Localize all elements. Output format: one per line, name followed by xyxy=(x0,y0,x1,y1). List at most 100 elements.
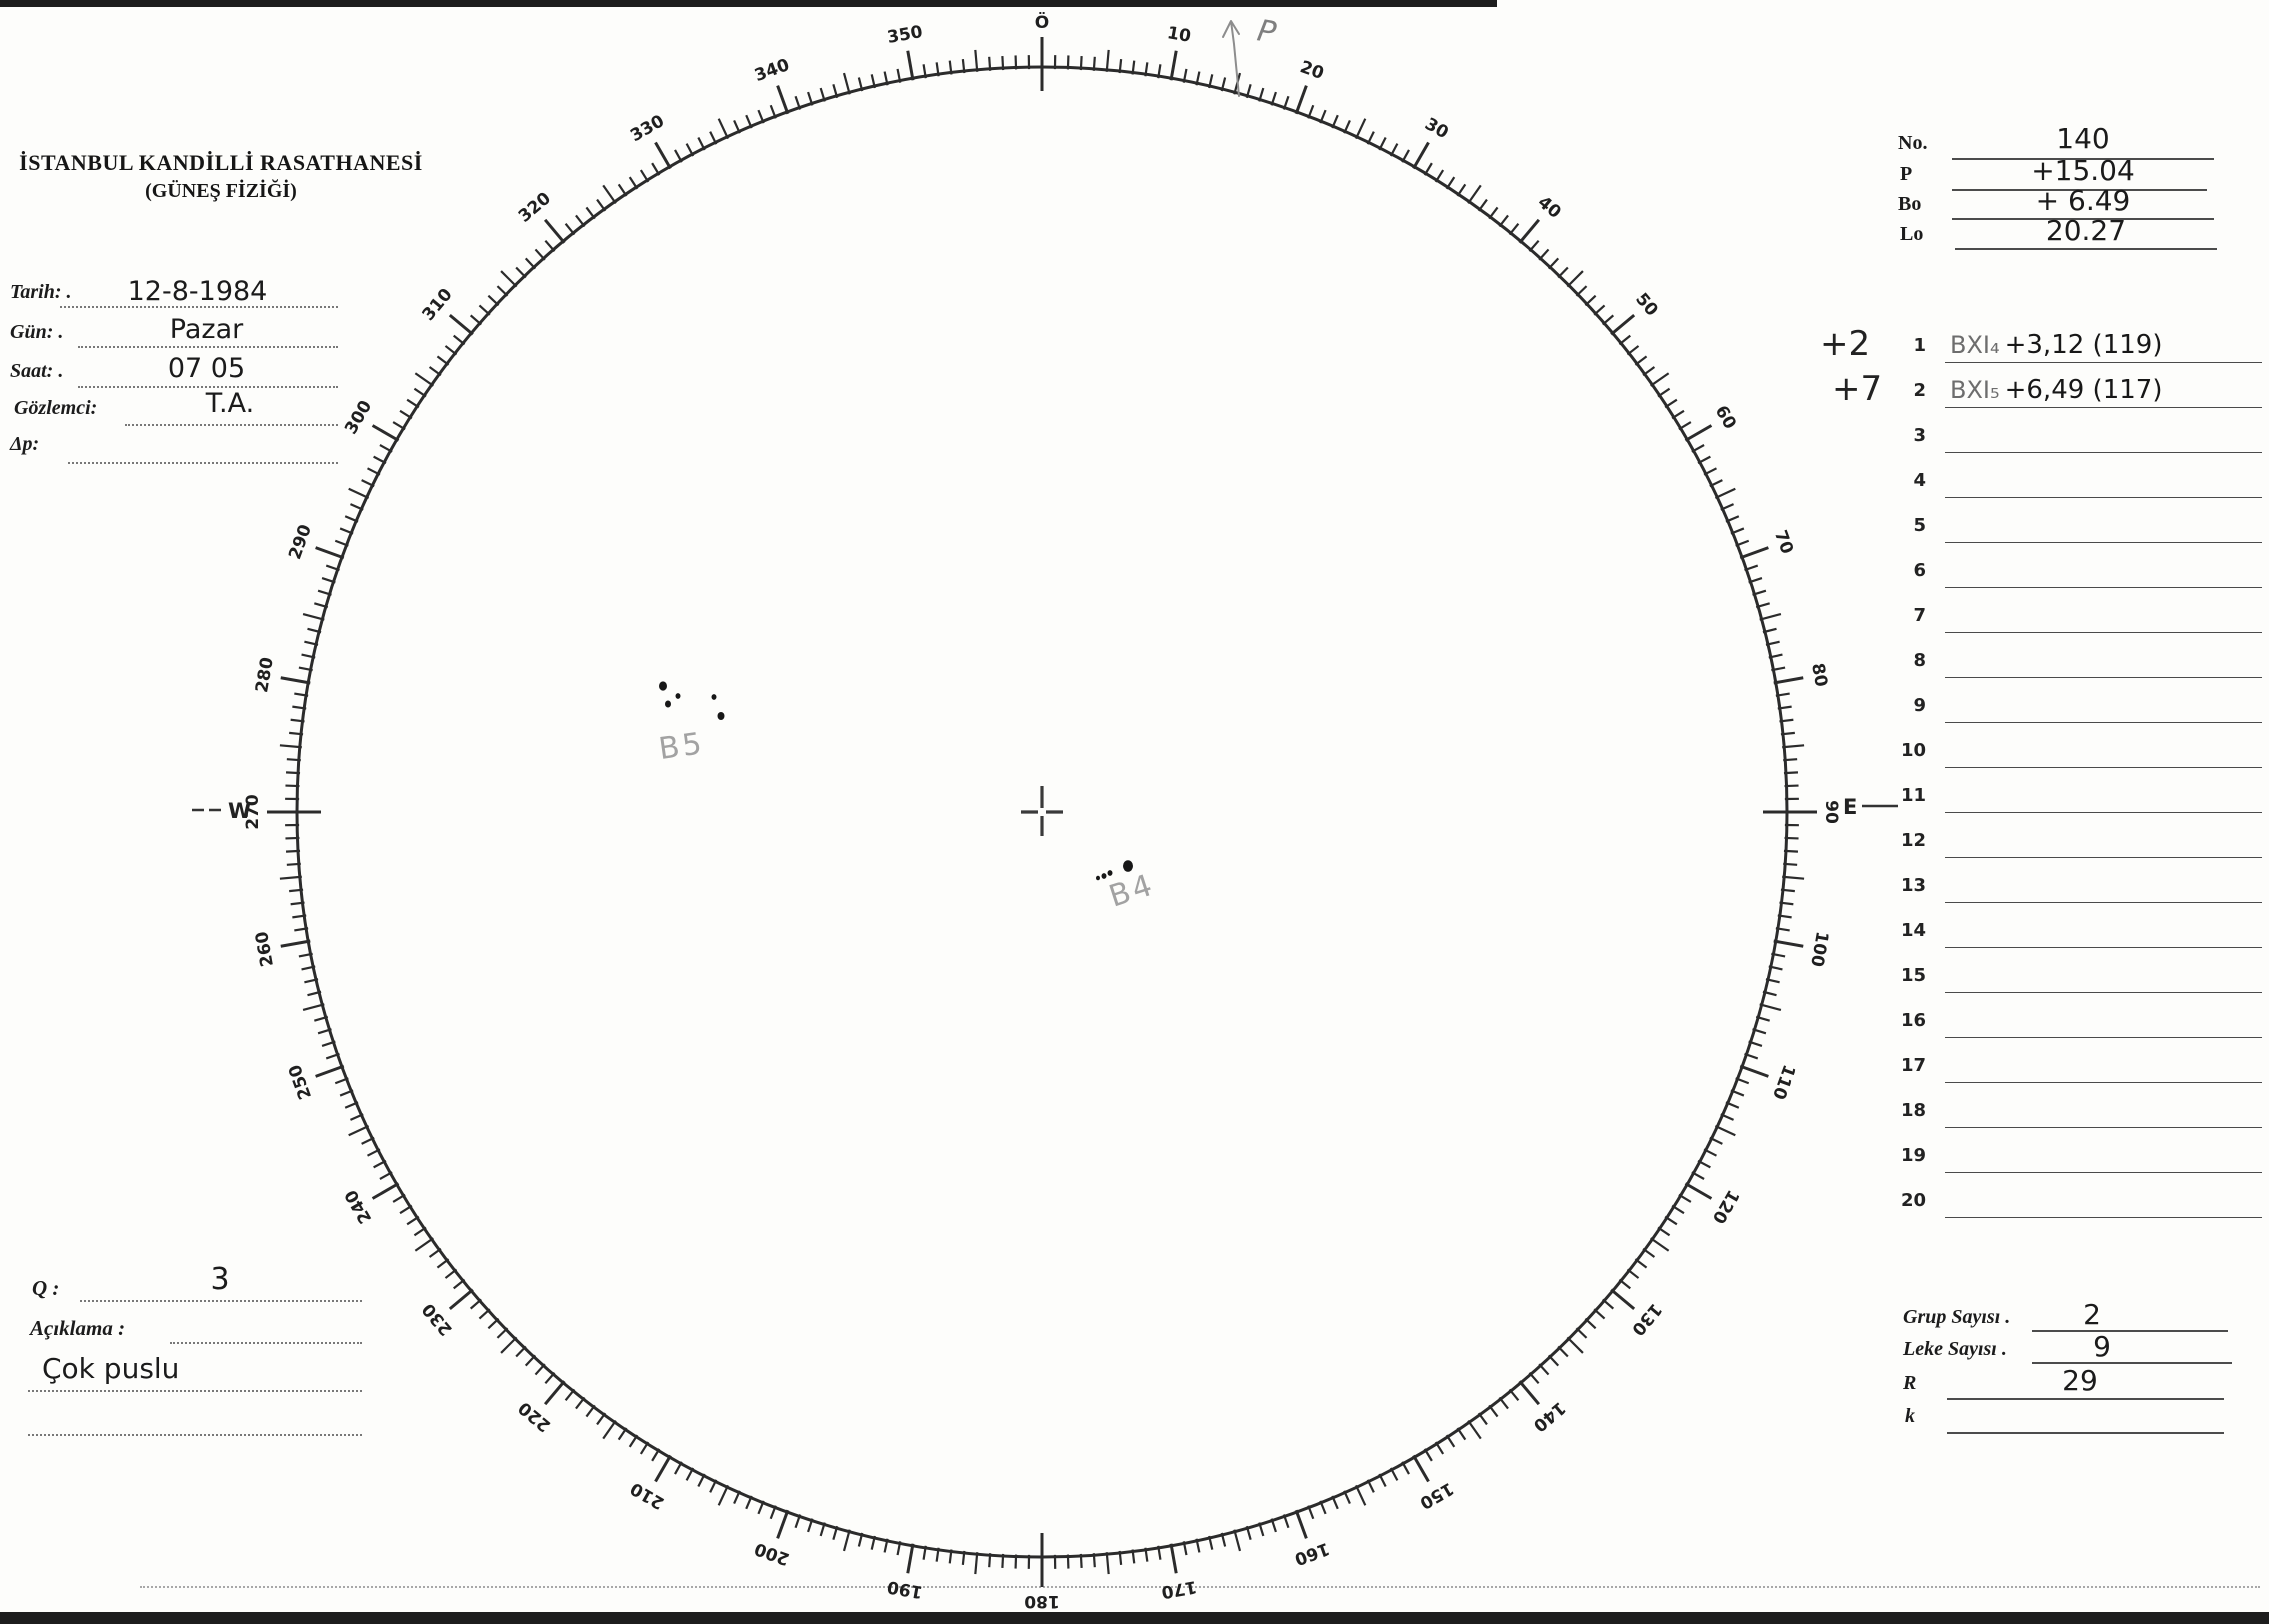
degree-tick xyxy=(1657,387,1671,398)
sunspot-dot xyxy=(711,694,717,700)
sunspot-dot xyxy=(675,693,681,699)
solar-disk-circle xyxy=(295,65,1789,1559)
degree-tick xyxy=(1092,1553,1096,1568)
degree-tick xyxy=(1169,1543,1178,1574)
degree-tick xyxy=(1664,398,1678,409)
field-label-saat: Saat: . xyxy=(10,360,64,382)
degree-tick xyxy=(1618,334,1631,346)
degree-tick xyxy=(371,1182,400,1200)
degree-tick xyxy=(534,1363,546,1376)
degree-tick xyxy=(1626,345,1640,356)
q-label: Q : xyxy=(32,1276,60,1300)
degree-tick xyxy=(1714,1125,1736,1137)
degree-tick xyxy=(373,1159,387,1169)
degree-tick xyxy=(315,546,345,560)
degree-tick xyxy=(349,1113,364,1121)
degree-tick xyxy=(1343,1490,1351,1505)
degree-tick xyxy=(1144,1547,1149,1562)
scan-bottom-edge xyxy=(0,1612,2269,1624)
degree-tick xyxy=(1739,1064,1769,1078)
degree-tick xyxy=(617,183,628,197)
ephemeris-label-no: No. xyxy=(1898,132,1928,154)
west-marker-label: W xyxy=(228,799,251,823)
aciklama-line-2 xyxy=(28,1390,362,1392)
group-row-number: 19 xyxy=(1900,1145,1926,1166)
degree-tick xyxy=(1773,676,1804,685)
degree-tick xyxy=(1759,612,1782,621)
degree-tick xyxy=(1331,1495,1339,1510)
group-row-line xyxy=(1945,857,2262,858)
degree-tick xyxy=(1780,888,1795,893)
degree-label: 50 xyxy=(1631,289,1662,320)
degree-tick xyxy=(832,84,839,99)
degree-tick xyxy=(307,990,322,997)
degree-tick xyxy=(1118,1550,1123,1565)
degree-tick xyxy=(1423,1448,1433,1462)
degree-tick xyxy=(1182,1541,1188,1556)
summary-line-leke xyxy=(2032,1362,2232,1364)
degree-tick xyxy=(436,1258,450,1269)
degree-tick xyxy=(1092,56,1096,71)
degree-tick xyxy=(1566,270,1584,288)
summary-value-r: 29 xyxy=(2062,1364,2098,1397)
degree-tick xyxy=(1782,744,1805,749)
field-value-gozlemci: T.A. xyxy=(205,388,255,419)
degree-tick xyxy=(444,345,458,356)
degree-tick xyxy=(1319,109,1327,124)
degree-tick xyxy=(870,1535,876,1550)
degree-tick xyxy=(1762,627,1777,634)
degree-tick xyxy=(575,214,586,228)
degree-tick xyxy=(543,218,566,244)
degree-label: 240 xyxy=(341,1186,376,1227)
group-row-line xyxy=(1945,1082,2262,1083)
degree-tick xyxy=(883,71,889,86)
degree-labels: Ö 10 20 30 40 50 60 70 80 90 100 110 120 130 140 150 160… xyxy=(243,11,1841,1611)
degree-label: 250 xyxy=(285,1062,316,1102)
degree-tick xyxy=(414,1237,435,1252)
degree-label: 110 xyxy=(1768,1062,1799,1102)
degree-tick xyxy=(1477,1412,1488,1426)
degree-tick xyxy=(413,387,427,398)
degree-tick xyxy=(325,1052,340,1060)
degree-tick xyxy=(500,1336,518,1354)
degree-tick xyxy=(334,1077,349,1085)
degree-label: 150 xyxy=(1416,1478,1457,1513)
degree-tick xyxy=(935,1547,940,1562)
degree-tick xyxy=(794,1514,802,1529)
group-row-number: 3 xyxy=(1913,425,1926,446)
degree-tick xyxy=(1703,467,1717,476)
group-row-number: 13 xyxy=(1900,875,1926,896)
degree-tick xyxy=(1759,1003,1782,1012)
degree-tick xyxy=(1765,978,1780,984)
degree-tick xyxy=(279,744,302,749)
degree-tick xyxy=(392,421,406,431)
degree-tick xyxy=(1208,74,1214,89)
field-line-tarih xyxy=(60,306,338,308)
degree-tick xyxy=(1777,705,1792,710)
degree-label: 280 xyxy=(252,656,278,695)
degree-tick xyxy=(1735,539,1750,547)
group-row-line xyxy=(1945,677,2262,678)
p-annotation-label: P xyxy=(1255,13,1280,51)
degree-tick xyxy=(1780,731,1795,736)
degree-tick xyxy=(1518,1380,1541,1406)
group-row-measure: +3,12 (119) xyxy=(2004,330,2163,360)
group-row-line xyxy=(1945,992,2262,993)
group-row-line xyxy=(1945,497,2262,498)
field-line-saat xyxy=(78,386,338,388)
degree-tick xyxy=(298,952,313,958)
sunspot-group-b4: B4 xyxy=(1096,860,1159,915)
degree-tick xyxy=(906,50,915,81)
degree-label: 190 xyxy=(886,1576,925,1602)
degree-tick xyxy=(1671,409,1685,420)
degree-tick xyxy=(1131,1549,1136,1564)
degree-tick xyxy=(1389,143,1399,157)
degree-tick xyxy=(399,1204,413,1215)
sunspot-dot xyxy=(665,700,671,708)
degree-tick xyxy=(1566,1336,1584,1354)
degree-tick xyxy=(1584,294,1597,307)
degree-tick xyxy=(515,1345,527,1358)
degree-tick xyxy=(654,141,672,170)
degree-tick xyxy=(807,91,814,106)
degree-tick xyxy=(857,77,864,92)
